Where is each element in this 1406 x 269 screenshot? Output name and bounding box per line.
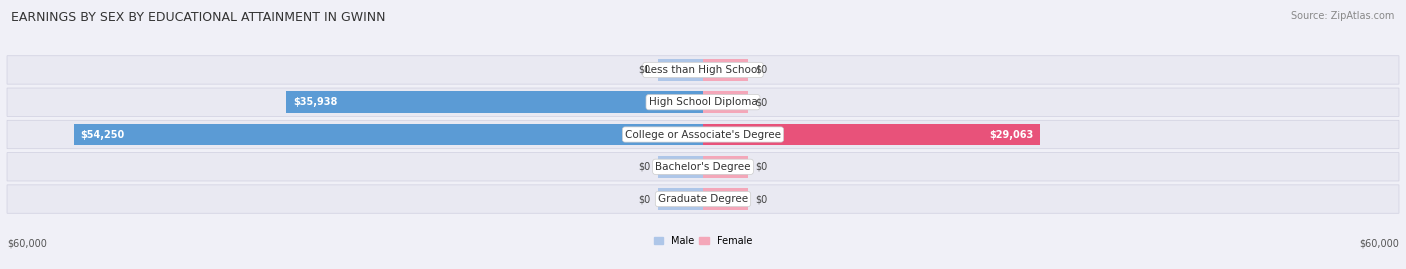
Text: $60,000: $60,000 [7,238,46,249]
Text: High School Diploma: High School Diploma [648,97,758,107]
Text: $60,000: $60,000 [1360,238,1399,249]
Text: Less than High School: Less than High School [645,65,761,75]
Bar [703,123,1040,146]
Text: $35,938: $35,938 [292,97,337,107]
Text: $0: $0 [638,162,651,172]
Bar [73,123,703,146]
Bar [703,91,748,113]
Text: Graduate Degree: Graduate Degree [658,194,748,204]
FancyBboxPatch shape [7,185,1399,213]
Text: Bachelor's Degree: Bachelor's Degree [655,162,751,172]
Bar [287,91,703,113]
FancyBboxPatch shape [7,153,1399,181]
Text: $0: $0 [638,65,651,75]
Text: $0: $0 [755,162,768,172]
Text: $0: $0 [755,65,768,75]
Text: $29,063: $29,063 [988,129,1033,140]
Text: $54,250: $54,250 [80,129,125,140]
Text: Source: ZipAtlas.com: Source: ZipAtlas.com [1291,11,1395,21]
Bar [658,59,703,81]
Legend: Male, Female: Male, Female [654,236,752,246]
FancyBboxPatch shape [7,88,1399,116]
Bar [703,188,748,210]
Bar [703,156,748,178]
Bar [703,59,748,81]
Bar [658,188,703,210]
Text: $0: $0 [755,97,768,107]
Text: $0: $0 [638,194,651,204]
Text: $0: $0 [755,194,768,204]
FancyBboxPatch shape [7,120,1399,149]
Text: College or Associate's Degree: College or Associate's Degree [626,129,780,140]
Bar [658,156,703,178]
FancyBboxPatch shape [7,56,1399,84]
Text: EARNINGS BY SEX BY EDUCATIONAL ATTAINMENT IN GWINN: EARNINGS BY SEX BY EDUCATIONAL ATTAINMEN… [11,11,385,24]
